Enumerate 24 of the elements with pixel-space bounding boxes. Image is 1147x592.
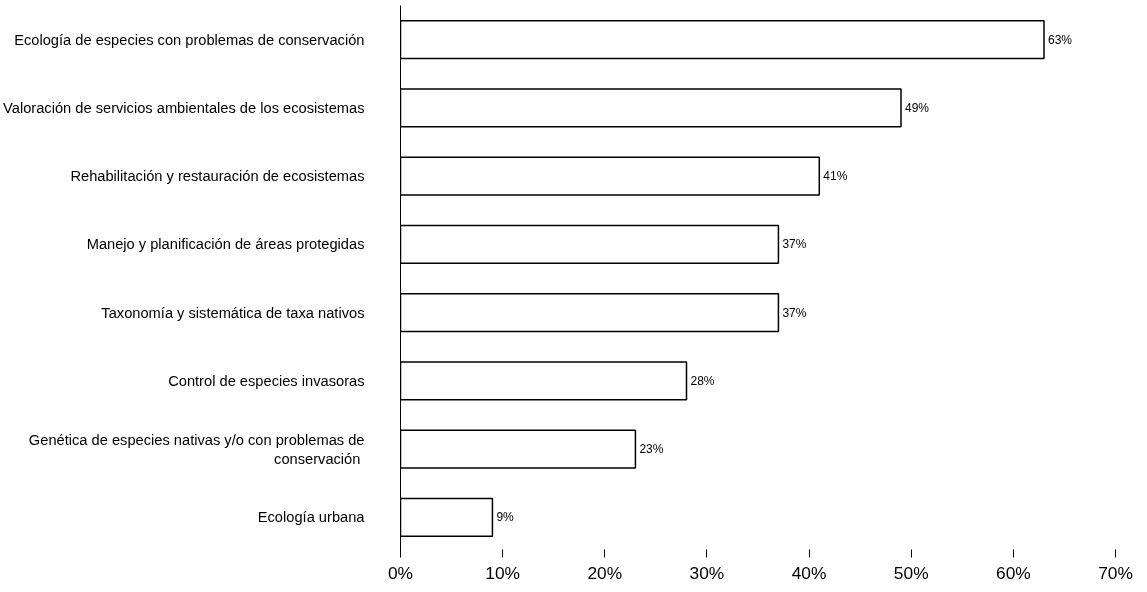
- data-label: 37%: [782, 305, 807, 320]
- x-tick-label: 60%: [996, 562, 1031, 583]
- y-tick-label: Ecología urbana: [257, 509, 366, 526]
- x-tick-label: 70%: [1098, 562, 1133, 583]
- x-tick-label: 10%: [485, 562, 520, 583]
- data-label: 49%: [905, 100, 930, 115]
- x-tick-label: 50%: [893, 562, 929, 583]
- data-label: 63%: [1048, 32, 1073, 47]
- y-tick-label: Genética de especies nativas y/o con problemas de conservación: [28, 431, 365, 467]
- y-tick-label: Manejo y planificación de áreas protegidas: [86, 236, 365, 253]
- y-tick-label: Valoración de servicios ambientales de los ecosistemas: [3, 99, 365, 116]
- data-label: 41%: [823, 169, 848, 184]
- x-tick-label: 20%: [587, 562, 623, 583]
- data-label: 23%: [639, 442, 664, 457]
- y-tick-label: Rehabilitación y restauración de ecosistemas: [70, 168, 365, 185]
- y-tick-label: Taxonomía y sistemática de taxa nativos: [101, 304, 365, 321]
- x-tick-label: 40%: [791, 562, 827, 583]
- y-tick-label: Ecología de especies con problemas de conservación: [14, 31, 365, 48]
- data-label: 9%: [496, 510, 515, 525]
- y-tick-label: Control de especies invasoras: [168, 372, 365, 389]
- x-tick-label: 30%: [689, 562, 725, 583]
- x-tick-label: 0%: [387, 562, 414, 583]
- data-label: 37%: [782, 237, 807, 252]
- data-label: 28%: [690, 373, 715, 388]
